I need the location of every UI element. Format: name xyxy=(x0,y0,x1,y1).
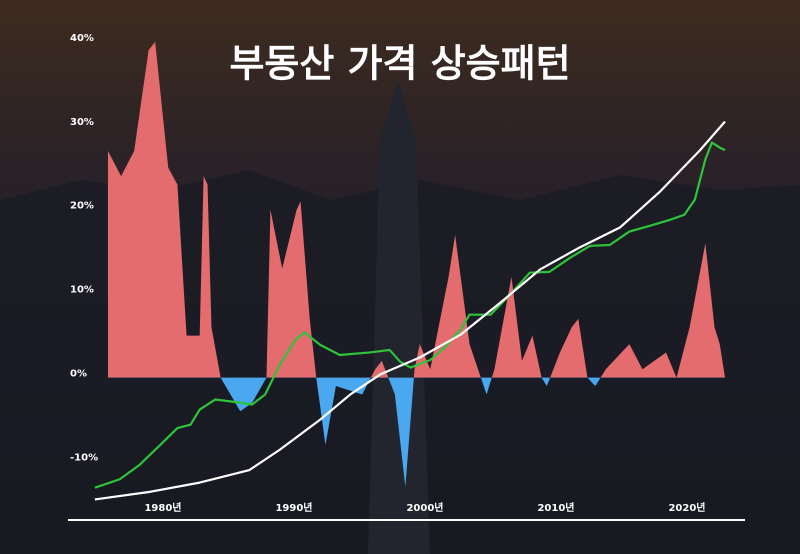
chart-title: 부동산 가격 상승패턴 xyxy=(229,42,570,86)
tower xyxy=(368,80,430,554)
y-tick-label: 20% xyxy=(70,201,94,212)
x-tick-label: 1990년 xyxy=(275,501,312,514)
area xyxy=(107,41,725,487)
y-tick-label: -10% xyxy=(70,453,98,464)
y-tick-label: 0% xyxy=(70,369,87,380)
line xyxy=(94,120,726,501)
y-tick-label: 10% xyxy=(70,285,94,296)
x-tick-label: 2020년 xyxy=(668,501,705,514)
x-tick-label: 2000년 xyxy=(406,501,443,514)
x-tick-label: 2010년 xyxy=(537,501,574,514)
y-tick-label: 30% xyxy=(70,117,94,128)
y-tick-label: 40% xyxy=(70,33,94,44)
line xyxy=(94,141,726,489)
x-tick-label: 1980년 xyxy=(144,501,181,514)
